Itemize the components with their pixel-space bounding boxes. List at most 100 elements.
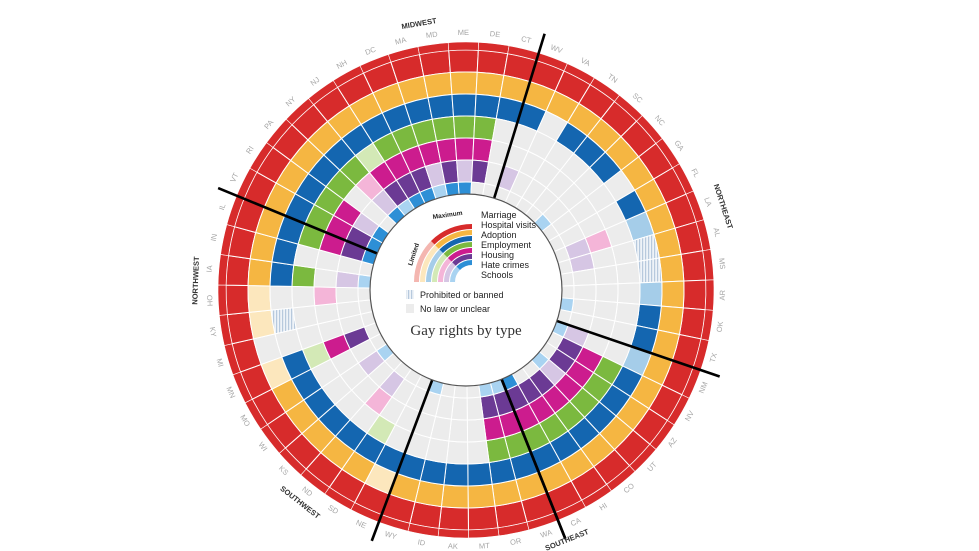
cell-ok-hospital-visits [657,305,684,336]
legend-prohibited-label: Prohibited or banned [420,290,504,300]
cell-ak-hospital-visits [440,484,469,509]
cell-ky-adoption [270,307,298,335]
state-label-hi: HI [598,501,609,513]
cell-ia-adoption [269,261,295,287]
state-label-ak: AK [448,541,458,551]
legend-arc-maximum-housing [447,248,472,262]
state-label-ny: NY [284,95,298,109]
state-label-mi: MI [215,357,226,368]
outer-band-oh [217,284,228,316]
legend-housing: Housing [481,250,514,260]
state-label-ne: NE [355,518,368,530]
cell-de-marriage [476,49,509,76]
cell-md-hospital-visits [423,72,453,99]
state-label-ca: CA [569,516,582,529]
state-label-wv: WV [549,43,563,56]
legend-maximum-label: Maximum [432,210,463,221]
state-label-ks: KS [277,464,290,477]
state-label-ar: AR [718,289,727,300]
region-divider-5 [499,376,567,540]
cell-ak-housing [448,418,469,443]
cell-mt-employment [467,440,490,465]
state-label-ok: OK [715,321,725,333]
cell-oh-employment [291,285,316,309]
cell-ar-hospital-visits [660,280,685,309]
legend-arc-limited-schools [450,266,460,282]
legend-marriage: Marriage [481,210,517,220]
region-midwest: MIDWEST [401,16,438,31]
legend-none-swatch [406,304,414,313]
cell-ar-housing [595,283,619,304]
legend-arc-maximum-marriage [430,224,472,245]
state-label-sd: SD [326,503,340,516]
outer-band-mn [232,371,253,404]
state-label-id: ID [417,538,427,548]
region-dividers [217,33,721,542]
state-label-nd: ND [300,485,315,499]
legend-arc-limited-hate-crimes [444,262,456,282]
region-northeast: NORTHEAST [712,183,735,231]
legend-adoption: Adoption [481,230,517,240]
cell-ak-adoption [443,462,469,487]
cell-mt-marriage [467,505,499,531]
cell-ia-marriage [225,255,251,287]
cell-mt-hospital-visits [467,483,496,509]
cell-mt-adoption [467,461,493,487]
legend-arc-maximum-adoption [439,236,472,254]
cell-ar-marriage [682,279,707,311]
state-label-wi: WI [257,440,270,453]
cell-me-hospital-visits [449,71,478,96]
cell-ia-employment [291,264,317,288]
outer-band-me [447,41,480,51]
state-label-ia: IA [205,265,215,273]
region-southwest: SOUTHWEST [278,484,322,521]
cell-oh-housing [313,286,338,307]
cell-mt-housing [466,418,487,443]
state-label-sc: SC [631,91,645,105]
cell-oh-adoption [269,285,294,311]
cell-ms-hospital-visits [658,253,685,283]
cell-me-adoption [451,93,477,117]
cell-oh-hospital-visits [247,285,272,313]
region-northwest: NORTHWEST [190,256,201,305]
cell-ar-adoption [638,281,663,307]
state-label-oh: OH [205,295,214,307]
cell-ms-employment [615,260,641,285]
state-label-md: MD [425,29,438,40]
legend-schools: Schools [481,270,514,280]
state-label-ct: CT [520,34,532,45]
cell-ak-marriage [438,506,469,531]
legend-arc-maximum-employment [443,242,472,258]
cell-md-adoption [427,93,455,120]
cell-me-marriage [448,49,479,74]
cell-mt-hate-crimes [466,396,484,421]
legend-none-label: No law or unclear [420,304,490,314]
legend-arc-limited-employment [432,253,448,282]
cell-md-marriage [418,50,451,77]
state-label-mt: MT [479,541,491,551]
state-label-pa: PA [262,118,275,131]
state-label-nm: NM [697,380,710,394]
state-label-co: CO [622,481,637,495]
cell-ar-hate-crimes [573,284,597,302]
state-label-fl: FL [689,167,701,179]
state-label-nj: NJ [309,75,322,88]
state-label-ky: KY [208,326,219,337]
state-label-az: AZ [666,436,679,449]
ring-cells [217,41,715,539]
cell-oh-hate-crimes [335,286,360,304]
legend-arc-limited-hospital-visits [420,245,439,282]
cell-md-employment [431,115,456,142]
state-label-tx: TX [708,352,719,364]
state-label-va: VA [579,56,592,68]
region-divider-6 [370,377,435,542]
state-label-nv: NV [683,409,696,422]
state-label-wa: WA [539,527,553,539]
state-label-il: IL [217,202,228,211]
state-label-nh: NH [335,58,349,71]
legend-prohibited-swatch [406,290,414,299]
state-label-ma: MA [394,35,407,47]
legend-arc-maximum-hospital-visits [435,230,472,249]
region-divider-2 [492,33,546,201]
